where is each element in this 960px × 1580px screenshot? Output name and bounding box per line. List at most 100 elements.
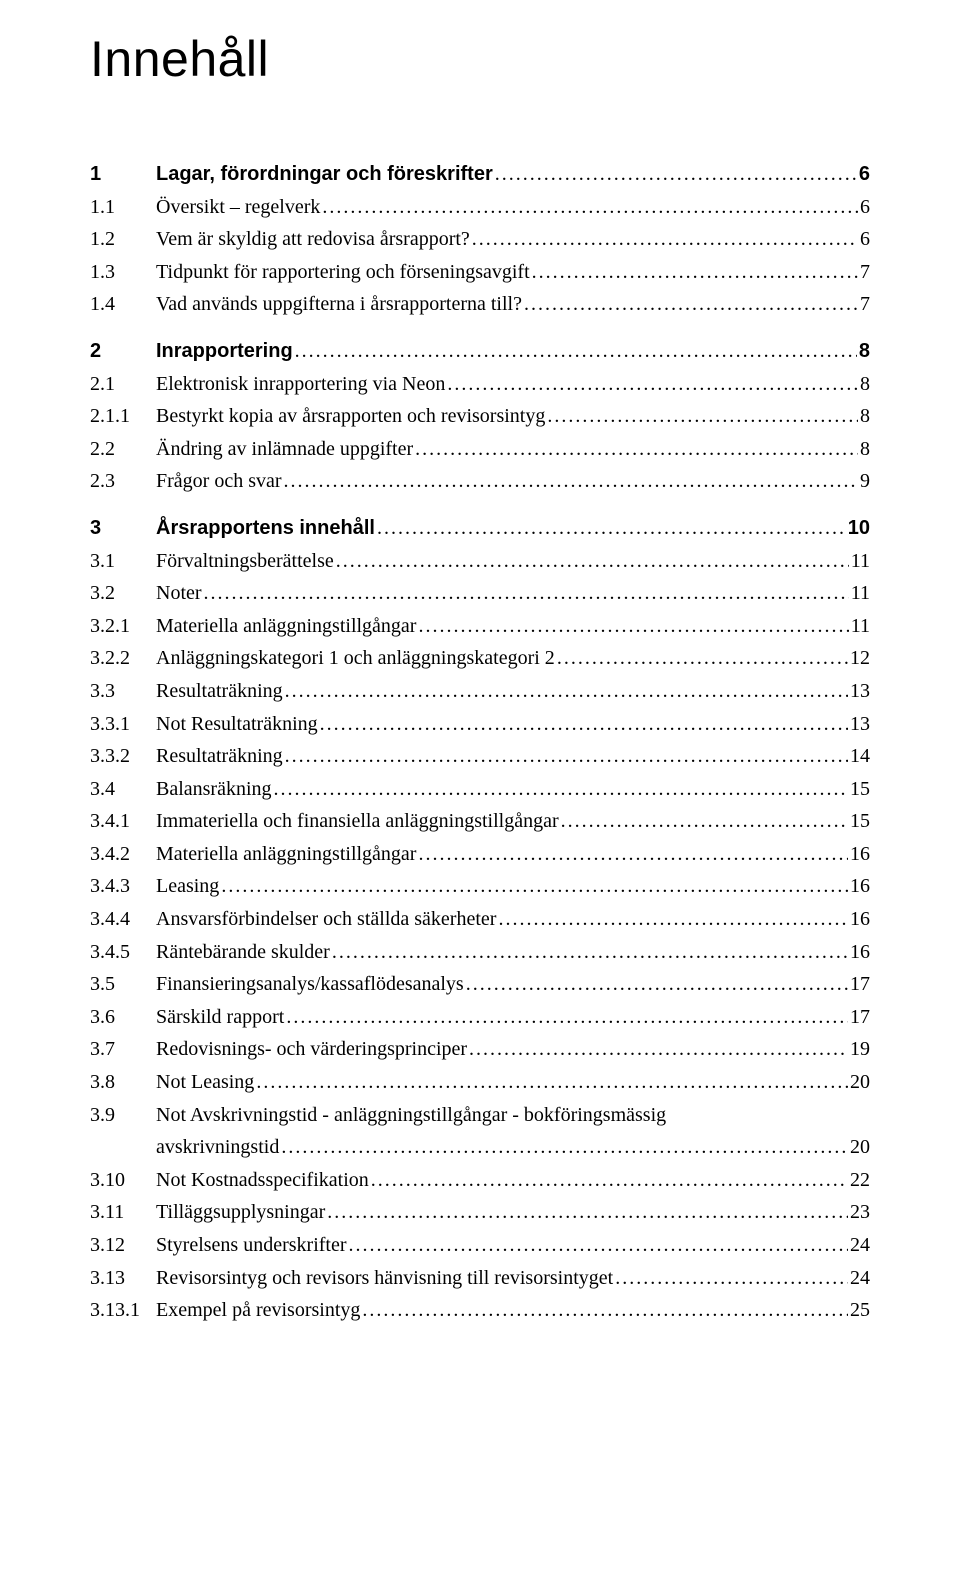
toc-entry[interactable]: 3.7Redovisnings- och värderingsprinciper…	[90, 1033, 870, 1066]
toc-entry-number: 3.2	[90, 577, 156, 610]
toc-entry-page: 15	[850, 805, 870, 838]
toc-entry-number: 3.3	[90, 675, 156, 708]
toc-entry[interactable]: 3.2.2Anläggningskategori 1 och anläggnin…	[90, 642, 870, 675]
toc-entry-text: Anläggningskategori 1 och anläggningskat…	[156, 642, 555, 675]
toc-entry[interactable]: 3Årsrapportens innehåll10	[90, 512, 870, 545]
toc-entry[interactable]: 3.12Styrelsens underskrifter24	[90, 1229, 870, 1262]
toc-entry-number: 3.12	[90, 1229, 156, 1262]
toc-entry[interactable]: 3.8Not Leasing20	[90, 1066, 870, 1099]
toc-entry-page: 16	[850, 903, 870, 936]
toc-leader	[256, 1066, 848, 1099]
toc-entry-number: 3.6	[90, 1001, 156, 1034]
toc-entry-text: Resultaträkning	[156, 675, 283, 708]
toc-entry-text: Not Avskrivningstid - anläggningstillgån…	[156, 1099, 666, 1132]
toc-entry[interactable]: 3.5Finansieringsanalys/kassaflödesanalys…	[90, 968, 870, 1001]
toc-entry-number: 2	[90, 335, 156, 368]
toc-entry[interactable]: 3.10Not Kostnadsspecifikation22	[90, 1164, 870, 1197]
toc-entry-page: 7	[860, 256, 870, 289]
toc-leader	[532, 256, 858, 289]
toc-entry-number: 3.4	[90, 773, 156, 806]
toc-entry[interactable]: 3.13.1Exempel på revisorsintyg25	[90, 1294, 870, 1327]
toc-entry[interactable]: 1.2Vem är skyldig att redovisa årsrappor…	[90, 223, 870, 256]
toc-entry[interactable]: 2.1.1Bestyrkt kopia av årsrapporten och …	[90, 400, 870, 433]
toc-entry[interactable]: 3.11Tilläggsupplysningar23	[90, 1196, 870, 1229]
toc-entry[interactable]: 2.1Elektronisk inrapportering via Neon8	[90, 368, 870, 401]
toc-entry-number: 3.1	[90, 545, 156, 578]
toc-entry[interactable]: 3.4.3Leasing16	[90, 870, 870, 903]
toc-entry-text: Vem är skyldig att redovisa årsrapport?	[156, 223, 470, 256]
toc-entry[interactable]: 1.1Översikt – regelverk6	[90, 191, 870, 224]
toc-entry[interactable]: 1.3Tidpunkt för rapportering och förseni…	[90, 256, 870, 289]
toc-entry[interactable]: 3.4.4Ansvarsförbindelser och ställda säk…	[90, 903, 870, 936]
toc-entry-number: 3.3.2	[90, 740, 156, 773]
toc-entry-number: 3.4.2	[90, 838, 156, 871]
toc-leader	[615, 1262, 848, 1295]
toc-entry-page: 15	[850, 773, 870, 806]
toc-entry-text: Räntebärande skulder	[156, 936, 330, 969]
toc-entry[interactable]: 3.4.1Immateriella och finansiella anlägg…	[90, 805, 870, 838]
toc-entry[interactable]: 3.2.1Materiella anläggningstillgångar11	[90, 610, 870, 643]
toc-entry[interactable]: 3.4Balansräkning 15	[90, 773, 870, 806]
toc-entry[interactable]: 1Lagar, förordningar och föreskrifter6	[90, 158, 870, 191]
toc-entry-page: 17	[850, 1001, 870, 1034]
toc-entry[interactable]: 3.2Noter11	[90, 577, 870, 610]
toc-entry-page: 8	[860, 400, 870, 433]
toc-entry-page: 7	[860, 288, 870, 321]
toc-entry-page: 20	[850, 1131, 870, 1164]
toc-entry-text: Elektronisk inrapportering via Neon	[156, 368, 445, 401]
toc-entry-page: 25	[850, 1294, 870, 1327]
toc-entry-text: Revisorsintyg och revisors hänvisning ti…	[156, 1262, 613, 1295]
toc-leader	[472, 223, 858, 256]
toc-entry-page: 11	[851, 610, 870, 643]
toc-entry-number: 3.3.1	[90, 708, 156, 741]
toc-entry-number: 3.7	[90, 1033, 156, 1066]
toc-leader	[415, 433, 858, 466]
toc-entry-text: Exempel på revisorsintyg	[156, 1294, 360, 1327]
toc-entry-page: 24	[850, 1262, 870, 1295]
toc-entry-page: 11	[851, 577, 870, 610]
toc-entry-text: Förvaltningsberättelse	[156, 545, 334, 578]
toc-entry-text: Inrapportering	[156, 335, 293, 368]
toc-leader	[349, 1229, 848, 1262]
toc-entry[interactable]: 3.9Not Avskrivningstid - anläggningstill…	[90, 1099, 870, 1132]
toc-entry-number: 2.2	[90, 433, 156, 466]
toc-entry-text: Finansieringsanalys/kassaflödesanalys	[156, 968, 464, 1001]
toc-entry-number: 3	[90, 512, 156, 545]
toc-entry[interactable]: 3.1Förvaltningsberättelse11	[90, 545, 870, 578]
toc-entry-page: 6	[860, 191, 870, 224]
toc-entry-text: Not Kostnadsspecifikation	[156, 1164, 369, 1197]
toc-entry-number: 3.2.2	[90, 642, 156, 675]
toc-entry-page: 10	[848, 512, 870, 545]
toc-entry[interactable]: 3.4.2Materiella anläggningstillgångar16	[90, 838, 870, 871]
toc-entry[interactable]: 2Inrapportering8	[90, 335, 870, 368]
toc-entry-number: 3.10	[90, 1164, 156, 1197]
toc-entry[interactable]: 3.3.1Not Resultaträkning13	[90, 708, 870, 741]
toc-entry-text: Immateriella och finansiella anläggnings…	[156, 805, 559, 838]
toc-entry-text: Redovisnings- och värderingsprinciper	[156, 1033, 467, 1066]
table-of-contents: 1Lagar, förordningar och föreskrifter61.…	[90, 158, 870, 1327]
toc-entry[interactable]: 3.13Revisorsintyg och revisors hänvisnin…	[90, 1262, 870, 1295]
toc-entry-page: 13	[850, 675, 870, 708]
toc-entry[interactable]: 1.4Vad används uppgifterna i årsrapporte…	[90, 288, 870, 321]
toc-entry-text: Balansräkning	[156, 773, 272, 806]
toc-entry-text: Tidpunkt för rapportering och försenings…	[156, 256, 530, 289]
toc-entry-number: 1.1	[90, 191, 156, 224]
toc-entry[interactable]: 3.6Särskild rapport17	[90, 1001, 870, 1034]
toc-entry-page: 8	[860, 433, 870, 466]
toc-leader	[320, 708, 848, 741]
toc-entry-number: 2.3	[90, 465, 156, 498]
toc-leader	[418, 838, 848, 871]
toc-entry[interactable]: 2.2Ändring av inlämnade uppgifter8	[90, 433, 870, 466]
toc-leader	[284, 465, 858, 498]
toc-entry-text: Vad används uppgifterna i årsrapporterna…	[156, 288, 522, 321]
toc-entry-text: Materiella anläggningstillgångar	[156, 838, 416, 871]
toc-entry-number: 3.4.4	[90, 903, 156, 936]
toc-entry[interactable]: 3.3.2Resultaträkning14	[90, 740, 870, 773]
toc-entry[interactable]: 3.4.5Räntebärande skulder16	[90, 936, 870, 969]
toc-leader	[469, 1033, 848, 1066]
toc-entry[interactable]: 2.3Frågor och svar9	[90, 465, 870, 498]
toc-entry-number: 3.13	[90, 1262, 156, 1295]
page-title: Innehåll	[90, 30, 870, 88]
toc-entry[interactable]: 3.3Resultaträkning 13	[90, 675, 870, 708]
toc-entry[interactable]: avskrivningstid20	[90, 1131, 870, 1164]
